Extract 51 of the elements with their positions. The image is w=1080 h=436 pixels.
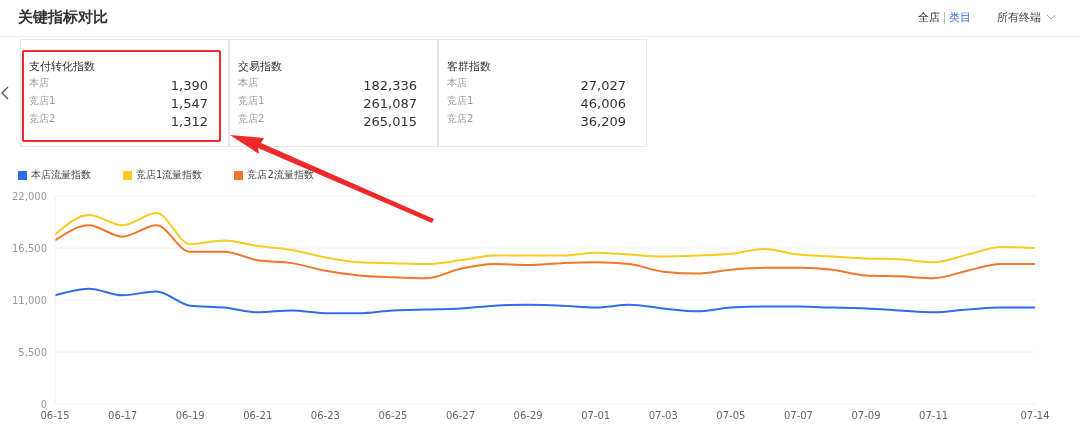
text: 竞店2 xyxy=(29,112,56,126)
text: 本店 xyxy=(29,76,49,90)
text: 全店 xyxy=(918,10,940,25)
line-series xyxy=(54,287,1036,315)
x-tick-label: 06-19 xyxy=(175,410,205,422)
y-tick-label: 0 xyxy=(40,398,47,410)
y-tick-label: 5,500 xyxy=(18,346,47,358)
text: 竞店1 xyxy=(29,94,56,108)
text: 265,015 xyxy=(363,114,417,129)
text: 关键指标对比 xyxy=(18,8,108,27)
text: 本店 xyxy=(238,76,258,90)
text: 竞店1 xyxy=(447,94,474,108)
x-tick-label: 06-15 xyxy=(40,410,70,422)
text: 36,209 xyxy=(580,114,626,129)
text: 本店 xyxy=(447,76,467,90)
text: 客群指数 xyxy=(447,59,491,74)
legend-label: 竞店2流量指数 xyxy=(247,169,314,180)
text: 竞店2 xyxy=(238,112,265,126)
text: 46,006 xyxy=(580,96,626,111)
text: 1,547 xyxy=(170,96,208,111)
text: 支付转化指数 xyxy=(29,59,95,74)
y-tick-label: 16,500 xyxy=(12,242,47,254)
x-tick-label: 06-21 xyxy=(243,410,273,422)
x-tick-label: 06-29 xyxy=(513,410,543,422)
text: 261,087 xyxy=(363,96,417,111)
x-tick-label: 06-23 xyxy=(310,410,340,422)
text: 竞店1 xyxy=(238,94,265,108)
text: 竞店2 xyxy=(447,112,474,126)
x-tick-label: 07-14 xyxy=(1020,410,1050,422)
legend-label: 本店流量指数 xyxy=(31,169,91,180)
x-tick-label: 07-03 xyxy=(648,410,678,422)
x-tick-label: 06-25 xyxy=(378,410,408,422)
line-series xyxy=(54,212,1036,266)
line-series xyxy=(54,224,1036,280)
text: 1,390 xyxy=(170,78,208,93)
text: 182,336 xyxy=(363,78,417,93)
y-tick-label: 22,000 xyxy=(12,190,47,202)
x-tick-label: 07-05 xyxy=(716,410,746,422)
x-tick-label: 07-11 xyxy=(919,410,949,422)
x-tick-label: 07-07 xyxy=(783,410,813,422)
y-tick-label: 11,000 xyxy=(12,294,47,306)
text: 类目 xyxy=(949,10,971,25)
x-tick-label: 07-09 xyxy=(851,410,881,422)
text: 1,312 xyxy=(170,114,208,129)
x-tick-label: 07-01 xyxy=(581,410,611,422)
text: 交易指数 xyxy=(238,59,282,74)
text: 27,027 xyxy=(580,78,626,93)
x-tick-label: 06-27 xyxy=(445,410,476,422)
x-tick-label: 06-17 xyxy=(108,410,138,422)
legend-label: 竞店1流量指数 xyxy=(136,169,203,180)
text: 所有终端 xyxy=(997,10,1041,25)
